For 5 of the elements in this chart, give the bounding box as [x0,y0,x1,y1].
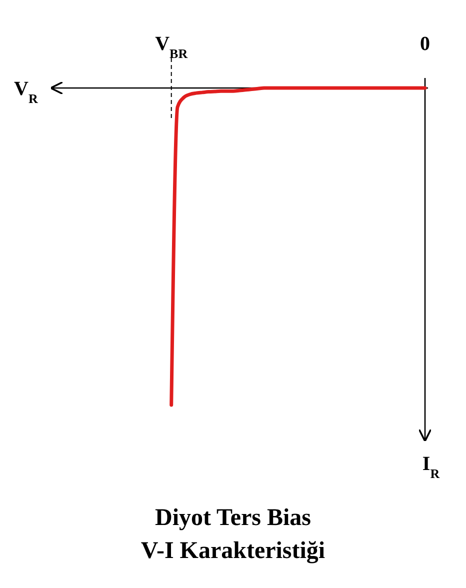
x-axis-title: V$_{R}$ [14,78,38,106]
text: Diyot Ters Bias V-I Karakteristiği [140,505,326,564]
y-axis-title: I$_{R}$ [422,453,440,480]
x-tick-label: V$_{BR}$ [155,33,188,60]
x-tick-label: 0 [420,33,430,55]
